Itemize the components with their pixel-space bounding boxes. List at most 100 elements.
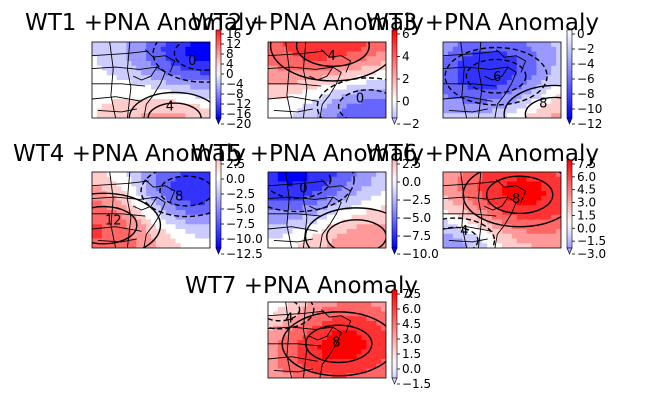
field-cell	[452, 233, 459, 240]
field-cell	[327, 42, 333, 48]
field-cell	[106, 200, 113, 206]
map-frame	[442, 41, 562, 119]
field-cell	[136, 113, 142, 118]
field-cell	[185, 61, 191, 67]
field-cell	[371, 224, 377, 230]
field-cell	[516, 80, 523, 86]
field-cell	[361, 42, 367, 48]
field-cell	[457, 80, 464, 86]
field-cell	[101, 200, 108, 206]
field-cell	[376, 316, 382, 322]
field-cell	[556, 200, 561, 206]
field-cell	[155, 191, 162, 197]
field-cell	[185, 75, 191, 81]
field-cell	[317, 186, 323, 192]
field-cell	[307, 325, 313, 332]
field-cell	[443, 186, 449, 192]
field-cell	[531, 113, 538, 118]
field-cell	[151, 99, 157, 105]
field-cell	[121, 243, 128, 248]
field-cell	[502, 181, 508, 187]
field-cell	[497, 42, 503, 48]
field-cell	[487, 229, 493, 235]
field-cell	[452, 205, 459, 211]
field-cell	[447, 205, 454, 211]
field-cell	[327, 349, 333, 355]
field-cell	[556, 103, 561, 110]
field-cell	[317, 335, 323, 341]
field-cell	[277, 113, 284, 118]
field-cell	[526, 94, 533, 100]
field-cell	[151, 210, 157, 216]
field-cell	[190, 243, 196, 248]
field-cell	[356, 359, 363, 365]
field-cell	[146, 191, 152, 197]
field-cell	[151, 191, 157, 197]
field-cell	[336, 354, 343, 360]
field-cell	[526, 99, 533, 105]
field-cell	[556, 108, 561, 114]
field-cell	[346, 363, 353, 370]
field-cell	[482, 224, 488, 230]
field-cell	[526, 80, 533, 86]
field-cell	[175, 176, 182, 183]
field-cell	[175, 205, 182, 211]
field-cell	[521, 195, 528, 202]
field-cell	[101, 210, 108, 216]
field-cell	[331, 181, 338, 187]
field-cell	[200, 224, 206, 230]
field-cell	[531, 65, 538, 72]
field-cell	[160, 84, 167, 91]
field-cell	[371, 103, 377, 110]
field-cell	[185, 94, 191, 100]
field-cell	[322, 344, 328, 351]
field-cell	[356, 56, 363, 62]
contour-line	[326, 219, 386, 248]
field-cell	[457, 186, 464, 192]
field-cell	[536, 61, 542, 67]
field-cell	[366, 359, 372, 365]
field-cell	[443, 94, 449, 100]
field-cell	[268, 108, 274, 114]
field-cell	[346, 89, 353, 95]
field-cell	[111, 233, 118, 240]
field-cell	[116, 42, 123, 48]
field-cell	[190, 80, 196, 86]
field-cell	[361, 61, 367, 67]
field-cell	[366, 210, 372, 216]
field-cell	[180, 205, 187, 211]
field-cell	[292, 61, 299, 67]
field-cell	[341, 99, 348, 105]
field-cell	[160, 94, 167, 100]
field-cell	[346, 84, 353, 91]
field-cell	[346, 99, 353, 105]
field-cell	[170, 99, 177, 105]
field-cell	[556, 172, 561, 178]
field-cell	[155, 46, 162, 53]
field-cell	[346, 354, 353, 360]
field-cell	[371, 311, 377, 317]
field-cell	[526, 172, 533, 178]
field-cell	[546, 214, 552, 221]
field-cell	[361, 363, 367, 370]
field-cell	[457, 233, 464, 240]
field-cell	[175, 210, 182, 216]
field-cell	[376, 233, 382, 240]
field-cell	[371, 306, 377, 313]
field-cell	[341, 340, 348, 346]
field-cell	[381, 103, 386, 110]
field-cell	[312, 172, 318, 178]
field-cell	[322, 311, 328, 317]
field-cell	[282, 61, 289, 67]
field-cell	[292, 306, 299, 313]
state-border	[302, 302, 308, 378]
field-cell	[136, 56, 142, 62]
field-cell	[282, 176, 289, 183]
field-cell	[121, 51, 128, 57]
field-cell	[312, 233, 318, 240]
field-cell	[371, 56, 377, 62]
field-cell	[141, 61, 147, 67]
field-cell	[327, 56, 333, 62]
field-cell	[541, 89, 547, 95]
field-cell	[205, 181, 210, 187]
